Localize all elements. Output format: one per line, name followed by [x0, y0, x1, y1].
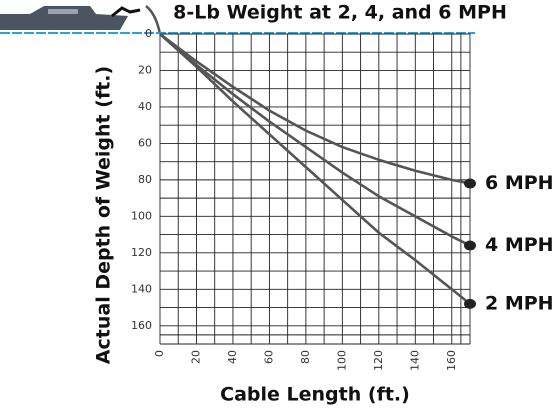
y-tick-label: 120: [131, 246, 152, 259]
y-tick-label: 160: [131, 319, 152, 332]
y-tick-label: 20: [138, 63, 152, 76]
x-tick-label: 0: [153, 350, 166, 357]
weight-marker: [464, 178, 476, 189]
x-tick-label: 60: [262, 350, 275, 364]
y-tick-label: 0: [145, 27, 152, 40]
weight-marker: [464, 240, 476, 251]
x-axis-label: Cable Length (ft.): [220, 384, 410, 406]
y-tick-label: 60: [138, 136, 152, 149]
series-line: [159, 33, 471, 247]
y-axis-label: Actual Depth of Weight (ft.): [93, 66, 115, 364]
x-tick-label: 140: [408, 350, 421, 371]
x-tick-label: 160: [445, 350, 458, 371]
x-tick-label: 80: [299, 350, 312, 364]
y-tick-label: 140: [131, 282, 152, 295]
boat: [0, 5, 162, 35]
y-tick-label: 80: [138, 173, 152, 186]
x-tick-label: 40: [226, 350, 239, 364]
series-label: 6 MPH: [485, 172, 554, 194]
y-tick-label: 100: [131, 209, 152, 222]
x-tick-label: 20: [189, 350, 202, 364]
x-tick-label: 100: [335, 350, 348, 371]
weight-marker: [464, 298, 476, 309]
series-label: 4 MPH: [485, 234, 554, 256]
series-line: [159, 32, 471, 185]
series-label: 2 MPH: [485, 292, 554, 314]
y-tick-label: 40: [138, 100, 152, 113]
x-tick-label: 120: [372, 350, 385, 371]
series-line: [159, 33, 471, 305]
chart-title: 8-Lb Weight at 2, 4, and 6 MPH: [173, 2, 507, 24]
